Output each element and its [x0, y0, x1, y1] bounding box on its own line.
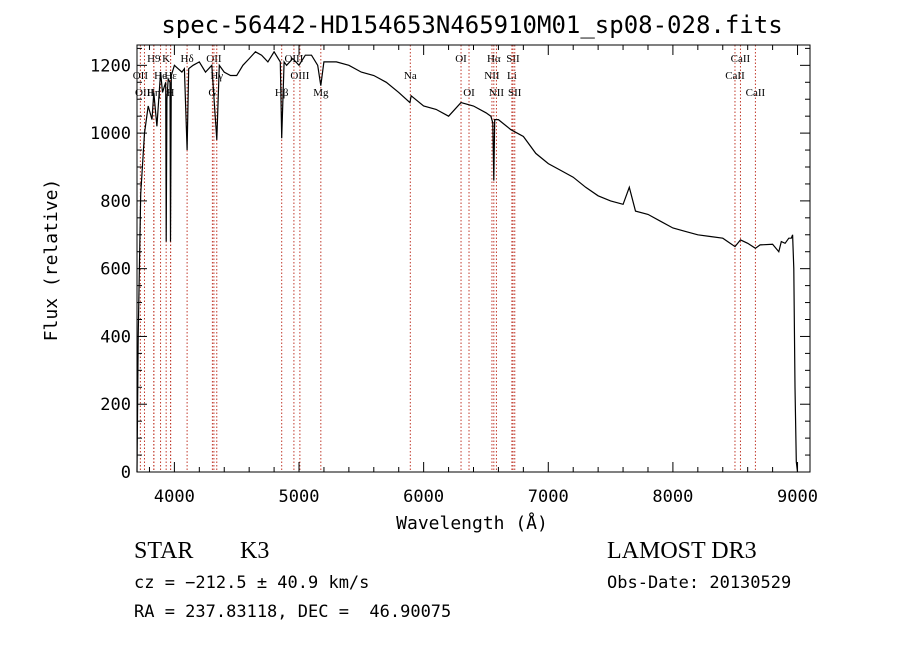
y-tick-label-600: 600 [100, 260, 131, 280]
marker-label-14: Hβ [275, 87, 289, 99]
x-tick-label-4000: 4000 [154, 487, 195, 507]
marker-label-13: OIII [290, 70, 309, 82]
object-class: STAR [134, 538, 194, 564]
y-tick-label-800: 800 [100, 192, 131, 212]
y-tick-label-0: 0 [121, 463, 131, 483]
marker-label-25: CaII [731, 53, 751, 65]
chart-title: spec-56442-HD154653N465910M01_sp08-028.f… [161, 11, 782, 39]
plot-frame [136, 44, 811, 473]
x-tick-label-5000: 5000 [279, 487, 320, 507]
x-tick-label-8000: 8000 [652, 487, 693, 507]
marker-label-10: Hγ [210, 70, 223, 82]
x-tick-label-6000: 6000 [403, 487, 444, 507]
axes: 4000 5000 6000 7000 8000 9000 0 200 400 600 800 100… [90, 45, 818, 507]
marker-label-27: CaII [746, 87, 766, 99]
marker-label-15: Mg [313, 87, 329, 99]
marker-label-17: OI [455, 53, 467, 65]
y-tick-label-400: 400 [100, 327, 131, 347]
object-subclass: K3 [240, 538, 270, 564]
marker-label-1: OII [133, 70, 149, 82]
x-tick-label-9000: 9000 [777, 487, 818, 507]
marker-label-20: NII [484, 70, 500, 82]
marker-label-19: Hα [487, 53, 501, 65]
obs-date: Obs-Date: 20130529 [607, 573, 792, 593]
marker-label-7: Hδ [181, 53, 194, 65]
spectrum-line [136, 50, 799, 473]
y-tick-label-1200: 1200 [90, 56, 131, 76]
x-tick-label-7000: 7000 [528, 487, 569, 507]
marker-label-26: CaII [725, 70, 745, 82]
marker-label-16: Na [404, 70, 417, 82]
marker-label-22: SII [506, 53, 520, 65]
marker-label-21: NII [489, 87, 505, 99]
marker-label-18: OI [463, 87, 475, 99]
marker-label-2: K [162, 53, 170, 65]
coordinates: RA = 237.83118, DEC = 46.90075 [134, 602, 452, 622]
marker-label-9: OII [206, 53, 222, 65]
x-axis-label: Wavelength (Å) [396, 512, 548, 534]
marker-label-24: SII [508, 87, 522, 99]
y-tick-label-200: 200 [100, 395, 131, 415]
survey-name: LAMOST DR3 [607, 538, 757, 564]
y-tick-label-1000: 1000 [90, 124, 131, 144]
marker-label-11: G [208, 87, 216, 99]
marker-label-23: Li [507, 70, 517, 82]
velocity-text: cz = −212.5 ± 40.9 km/s [134, 573, 370, 593]
y-axis-label: Flux (relative) [41, 179, 62, 342]
marker-label-4: OIII [135, 87, 154, 99]
